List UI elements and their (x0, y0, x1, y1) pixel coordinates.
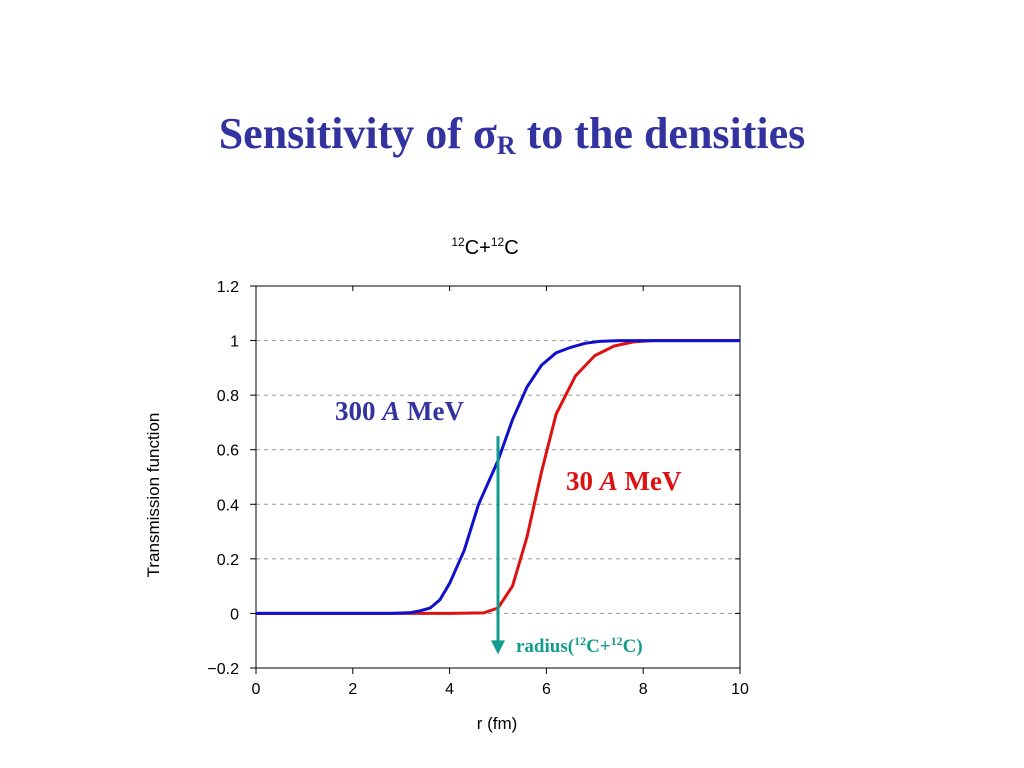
x-axis-label: r (fm) (477, 714, 518, 733)
chart-title-element2: C (504, 237, 518, 259)
annotation-300-unit: MeV (407, 396, 464, 426)
title-text-suffix: to the densities (515, 109, 806, 158)
y-tick-label: 0.2 (217, 552, 239, 569)
annotation-30-unit: MeV (625, 466, 682, 496)
chart-title-mass1: 12 (451, 235, 465, 249)
y-tick-label: 1 (230, 334, 239, 351)
y-tick-label: 0 (230, 606, 239, 623)
annotation-300-A: A (380, 396, 400, 426)
annotation-30-A: A (598, 466, 618, 496)
x-tick-label: 2 (348, 681, 357, 698)
chart-title-plus: + (479, 237, 491, 259)
annotation-300-value: 300 (335, 396, 376, 426)
y-tick-label: −0.2 (207, 661, 239, 678)
radius-suffix: C) (623, 636, 643, 657)
series-line (256, 339, 740, 615)
title-text-prefix: Sensitivity of (218, 109, 473, 158)
x-tick-label: 10 (731, 681, 749, 698)
chart-title: 12C+12C (451, 235, 518, 259)
x-tick-label: 6 (542, 681, 551, 698)
radius-mass2: 12 (611, 634, 623, 648)
radius-arrow (491, 436, 505, 655)
y-tick-label: 0.6 (217, 443, 239, 460)
slide-title: Sensitivity of σR to the densities (0, 108, 1024, 161)
x-tick-label: 0 (252, 681, 261, 698)
annotation-300-mev: 300 A MeV (335, 396, 464, 426)
chart-title-element1: C (465, 237, 479, 259)
annotation-30-mev: 30 A MeV (566, 466, 682, 496)
radius-arrow-head (491, 640, 505, 655)
title-subscript: R (496, 131, 516, 160)
x-tick-label: 8 (639, 681, 648, 698)
annotation-30-value: 30 (566, 466, 593, 496)
title-sigma-symbol: σ (472, 109, 497, 158)
plot-area-frame (255, 285, 741, 669)
series-lines (256, 339, 740, 615)
series-line (256, 339, 740, 615)
y-tick-label: 1.2 (217, 279, 239, 296)
y-axis-label: Transmission function (144, 413, 163, 578)
axis-ticks: −0.2 0 0.2 0.4 0.6 0.8 1 1.2 0 2 4 6 8 10 (207, 279, 749, 698)
radius-mid: C+ (586, 636, 611, 657)
x-tick-label: 4 (445, 681, 454, 698)
radius-mass1: 12 (574, 634, 586, 648)
radius-prefix: radius( (516, 636, 574, 657)
y-tick-label: 0.4 (217, 497, 239, 514)
annotation-radius: radius(12C+12C) (516, 634, 643, 657)
y-tick-label: 0.8 (217, 388, 239, 405)
chart-title-mass2: 12 (491, 235, 505, 249)
